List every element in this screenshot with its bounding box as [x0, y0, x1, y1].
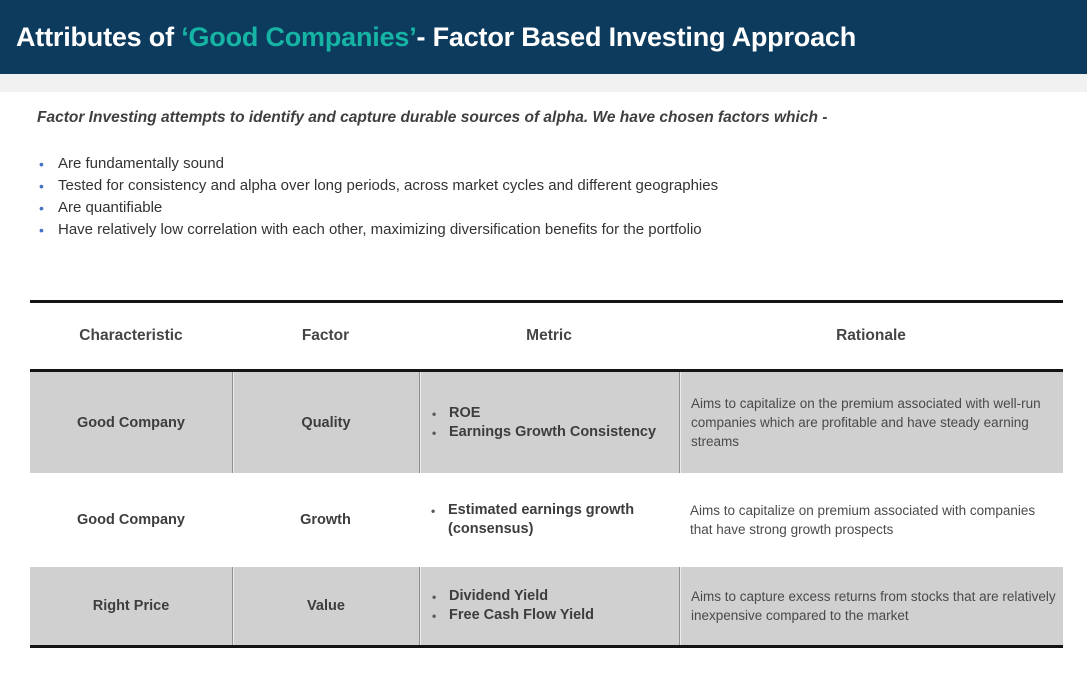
cell-factor: Growth	[300, 512, 351, 528]
intro-text: Factor Investing attempts to identify an…	[37, 109, 828, 126]
key-points-list: Are fundamentally sound Tested for consi…	[37, 153, 1087, 241]
page-title: Attributes of ‘Good Companies’- Factor B…	[16, 22, 856, 53]
cell-metric: Estimated earnings growth (consensus)	[419, 473, 679, 567]
cell-characteristic: Right Price	[30, 567, 232, 645]
metric-item: Earnings Growth Consistency	[430, 423, 662, 443]
table-header-row: Characteristic Factor Metric Rationale	[30, 303, 1063, 372]
metric-list: Dividend Yield Free Cash Flow Yield	[430, 587, 600, 626]
column-header-metric: Metric	[526, 327, 572, 344]
rationale-text: Aims to capture excess returns from stoc…	[691, 589, 1056, 623]
title-suffix: - Factor Based Investing Approach	[416, 21, 857, 52]
cell-factor: Quality	[232, 372, 419, 473]
table-row: Good Company Growth Estimated earnings g…	[30, 473, 1063, 567]
metric-list: ROE Earnings Growth Consistency	[430, 404, 662, 443]
rationale-text: Aims to capitalize on the premium associ…	[691, 396, 1041, 449]
cell-characteristic: Good Company	[77, 512, 185, 528]
cell-metric: ROE Earnings Growth Consistency	[419, 372, 679, 473]
table-row: Right Price Value Dividend Yield Free Ca…	[30, 567, 1063, 645]
title-bar: Attributes of ‘Good Companies’- Factor B…	[0, 0, 1087, 74]
metric-item: Dividend Yield	[430, 587, 600, 607]
metric-list: Estimated earnings growth (consensus)	[429, 501, 679, 539]
column-header-characteristic: Characteristic	[79, 327, 183, 344]
metric-item: Free Cash Flow Yield	[430, 606, 600, 626]
title-highlight: ‘Good Companies’	[181, 21, 417, 52]
title-prefix: Attributes of	[16, 21, 182, 52]
rationale-text: Aims to capitalize on premium associated…	[690, 503, 1036, 537]
column-header-factor: Factor	[301, 327, 350, 344]
list-item: Are fundamentally sound	[37, 153, 1087, 175]
list-item: Have relatively low correlation with eac…	[37, 219, 1087, 241]
list-item: Are quantifiable	[37, 197, 1087, 219]
factors-table: Characteristic Factor Metric Rationale G…	[30, 300, 1063, 648]
cell-characteristic: Good Company	[30, 372, 232, 473]
list-item: Tested for consistency and alpha over lo…	[37, 175, 1087, 197]
cell-factor: Value	[232, 567, 419, 645]
cell-metric: Dividend Yield Free Cash Flow Yield	[419, 567, 679, 645]
column-header-rationale: Rationale	[836, 327, 906, 344]
header-divider-strip	[0, 74, 1087, 92]
cell-rationale: Aims to capture excess returns from stoc…	[679, 567, 1063, 645]
table-row: Good Company Quality ROE Earnings Growth…	[30, 372, 1063, 473]
cell-rationale: Aims to capitalize on premium associated…	[679, 473, 1063, 567]
cell-rationale: Aims to capitalize on the premium associ…	[679, 372, 1063, 473]
metric-item: ROE	[430, 404, 662, 424]
metric-item: Estimated earnings growth (consensus)	[429, 501, 679, 539]
